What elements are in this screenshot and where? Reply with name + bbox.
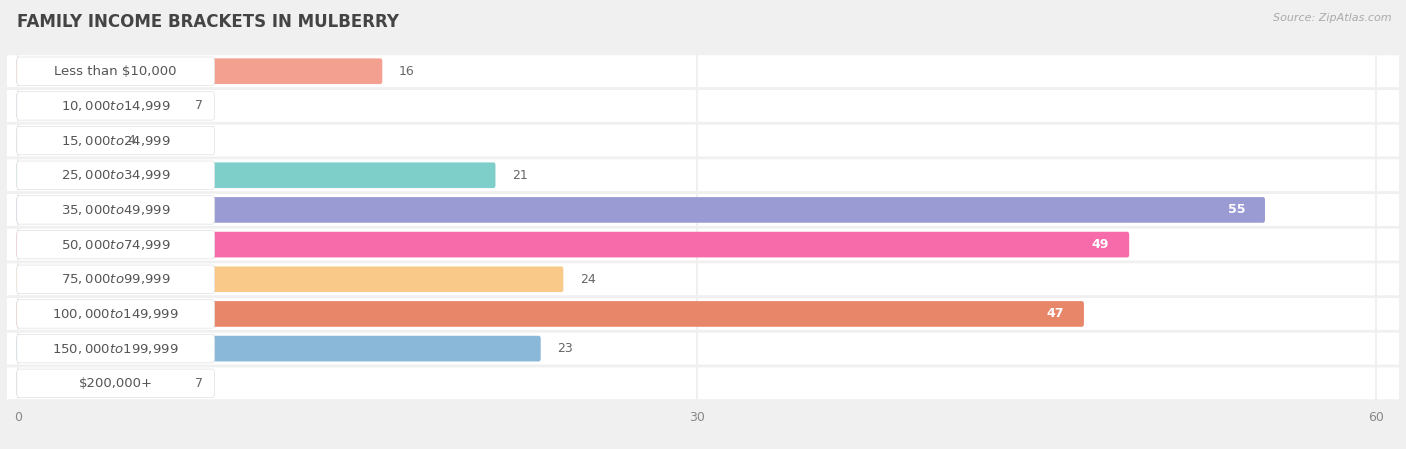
FancyBboxPatch shape bbox=[17, 369, 215, 397]
Text: $150,000 to $199,999: $150,000 to $199,999 bbox=[52, 342, 179, 356]
FancyBboxPatch shape bbox=[17, 128, 111, 154]
Text: 47: 47 bbox=[1046, 308, 1064, 321]
Text: Source: ZipAtlas.com: Source: ZipAtlas.com bbox=[1274, 13, 1392, 23]
FancyBboxPatch shape bbox=[17, 163, 495, 188]
FancyBboxPatch shape bbox=[17, 230, 215, 259]
FancyBboxPatch shape bbox=[17, 196, 215, 224]
FancyBboxPatch shape bbox=[0, 263, 1399, 295]
FancyBboxPatch shape bbox=[0, 55, 1399, 87]
Text: 24: 24 bbox=[579, 273, 595, 286]
FancyBboxPatch shape bbox=[17, 126, 215, 155]
Text: 21: 21 bbox=[512, 169, 527, 182]
Text: 7: 7 bbox=[195, 99, 202, 112]
Text: $75,000 to $99,999: $75,000 to $99,999 bbox=[60, 272, 170, 286]
FancyBboxPatch shape bbox=[0, 194, 1399, 226]
FancyBboxPatch shape bbox=[0, 125, 1399, 157]
FancyBboxPatch shape bbox=[0, 298, 1399, 330]
FancyBboxPatch shape bbox=[17, 58, 382, 84]
FancyBboxPatch shape bbox=[17, 301, 1084, 327]
FancyBboxPatch shape bbox=[0, 90, 1399, 122]
FancyBboxPatch shape bbox=[0, 333, 1399, 365]
FancyBboxPatch shape bbox=[0, 159, 1399, 191]
Text: 4: 4 bbox=[127, 134, 135, 147]
Text: $200,000+: $200,000+ bbox=[79, 377, 153, 390]
FancyBboxPatch shape bbox=[0, 367, 1399, 399]
FancyBboxPatch shape bbox=[17, 93, 179, 119]
Text: 7: 7 bbox=[195, 377, 202, 390]
FancyBboxPatch shape bbox=[17, 266, 564, 292]
FancyBboxPatch shape bbox=[17, 336, 541, 361]
Text: FAMILY INCOME BRACKETS IN MULBERRY: FAMILY INCOME BRACKETS IN MULBERRY bbox=[17, 13, 399, 31]
FancyBboxPatch shape bbox=[17, 232, 1129, 257]
Text: 49: 49 bbox=[1092, 238, 1109, 251]
Text: $35,000 to $49,999: $35,000 to $49,999 bbox=[60, 203, 170, 217]
FancyBboxPatch shape bbox=[17, 300, 215, 328]
Text: $10,000 to $14,999: $10,000 to $14,999 bbox=[60, 99, 170, 113]
Text: 16: 16 bbox=[398, 65, 415, 78]
FancyBboxPatch shape bbox=[17, 197, 1265, 223]
Text: 23: 23 bbox=[557, 342, 572, 355]
FancyBboxPatch shape bbox=[17, 370, 179, 396]
FancyBboxPatch shape bbox=[0, 229, 1399, 260]
FancyBboxPatch shape bbox=[17, 335, 215, 363]
Text: $15,000 to $24,999: $15,000 to $24,999 bbox=[60, 133, 170, 148]
Text: $25,000 to $34,999: $25,000 to $34,999 bbox=[60, 168, 170, 182]
Text: Less than $10,000: Less than $10,000 bbox=[55, 65, 177, 78]
Text: $100,000 to $149,999: $100,000 to $149,999 bbox=[52, 307, 179, 321]
FancyBboxPatch shape bbox=[17, 265, 215, 294]
FancyBboxPatch shape bbox=[17, 57, 215, 85]
Text: $50,000 to $74,999: $50,000 to $74,999 bbox=[60, 238, 170, 251]
FancyBboxPatch shape bbox=[17, 161, 215, 189]
Text: 55: 55 bbox=[1227, 203, 1246, 216]
FancyBboxPatch shape bbox=[17, 92, 215, 120]
